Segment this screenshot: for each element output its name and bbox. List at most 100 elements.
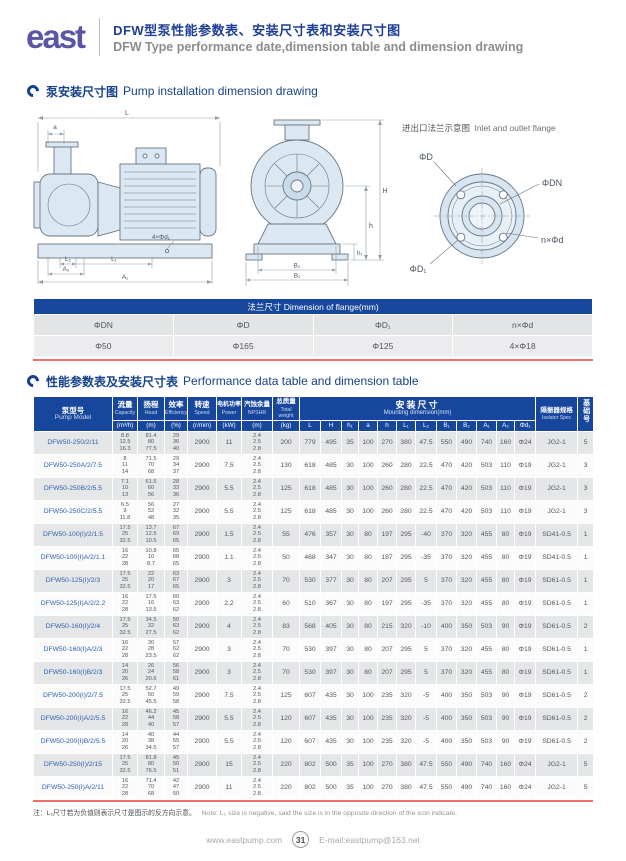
dim-label-a: a xyxy=(53,124,57,131)
data-cell: 120 xyxy=(272,706,300,731)
data-cell: 320 xyxy=(456,568,477,593)
note-cn: 注：L₂尺寸若为负值则表示尺寸是图示的反方向示意。 xyxy=(33,809,196,817)
data-cell: 320 xyxy=(456,660,477,685)
data-cell: 30 xyxy=(341,614,359,639)
mounting-col-letter: L₁ xyxy=(396,419,416,432)
pump-model-cell: DFW50-250/2/11 xyxy=(33,430,113,455)
col-header-head: 扬程 Head xyxy=(137,396,165,421)
data-cell: JG2-1 xyxy=(535,499,579,524)
data-cell: 17.5 25 32.5 xyxy=(112,568,138,593)
data-cell: SD61-0.5 xyxy=(535,591,579,616)
base-number-cn: 基础号 xyxy=(582,399,590,424)
data-cell: 1 xyxy=(577,637,595,662)
data-cell: 455 xyxy=(476,522,497,547)
page-number-badge: 31 xyxy=(292,831,310,848)
unit-cell: (r/min) xyxy=(187,419,217,432)
data-cell: 56 58 61 xyxy=(164,660,188,685)
data-cell: 207 xyxy=(377,660,397,685)
data-cell: 530 xyxy=(299,568,321,593)
data-cell: 46.2 44 40 xyxy=(137,706,165,731)
data-cell: 435 xyxy=(320,729,342,754)
data-cell: 14 20 26 xyxy=(112,729,138,754)
data-cell: 470 xyxy=(436,476,457,501)
data-cell: 270 xyxy=(377,430,397,455)
data-cell: 50 63 62 xyxy=(164,614,188,639)
col-header-efficiency: 效率 Efficiency xyxy=(164,396,188,421)
data-cell: 80 xyxy=(358,522,378,547)
data-cell: 125 xyxy=(272,476,300,501)
pump-model-cell: DFW50-250B/2/5.5 xyxy=(33,476,113,501)
data-cell: 30 xyxy=(341,683,359,708)
data-cell: Φ19 xyxy=(513,591,537,616)
pump-model-cell: DFW50-250A/2/7.5 xyxy=(33,453,113,478)
flange-schematic-title: 进出口法兰示意图 Inlet and outlet flange xyxy=(402,118,612,136)
unit-cell: (%) xyxy=(164,419,188,432)
data-cell: 802 xyxy=(299,775,321,800)
power-en: Power xyxy=(221,409,237,416)
section-performance-table-heading: 性能参数表及安装尺寸表 Performance data table and d… xyxy=(24,372,626,390)
col-header-mounting: 安装尺寸 Mounting dimension(mm) xyxy=(298,396,537,421)
data-cell: 29 36 40 xyxy=(164,430,188,455)
data-cell: 16 22 28 xyxy=(112,545,138,570)
data-cell: 370 xyxy=(436,637,457,662)
data-cell: 3 xyxy=(216,568,242,593)
data-cell: 17.5 25 32.5 xyxy=(112,683,138,708)
flange-value-cell: Φ165 xyxy=(173,336,313,356)
data-cell: 2.4 2.5 2.8 xyxy=(241,476,273,501)
data-cell: 455 xyxy=(476,660,497,685)
data-cell: 2900 xyxy=(187,752,217,777)
mounting-col-letter: a xyxy=(358,419,378,432)
data-cell: 550 xyxy=(436,752,457,777)
data-cell: 397 xyxy=(320,637,342,662)
weight-cn: 总质量 xyxy=(276,398,296,405)
data-cell: 280 xyxy=(396,453,416,478)
data-cell: -35 xyxy=(415,591,437,616)
flange-table-header-row: ΦDN ΦD ΦD₁ n×Φd xyxy=(34,315,592,335)
table-row: DFW50-200(I)/2/7.5 17.5 25 32.5 52.7 50 45.5 49… xyxy=(33,683,595,708)
data-cell: 530 xyxy=(299,637,321,662)
data-cell: 295 xyxy=(396,637,416,662)
data-cell: JG2-1 xyxy=(535,453,579,478)
data-cell: 125 xyxy=(272,683,300,708)
table-row: DFW50-160(I)B/2/3 14 20 26 26 24 20.6 56 58 61 290… xyxy=(33,660,595,685)
data-cell: 435 xyxy=(320,683,342,708)
dim-label-h: h xyxy=(369,223,373,230)
flange-title-cn: 进出口法兰示意图 xyxy=(402,123,471,133)
data-cell: 5 xyxy=(415,637,437,662)
data-cell: 500 xyxy=(320,752,342,777)
pump-model-cell: DFW50-250(I)A/2/11 xyxy=(33,775,113,800)
data-cell: 80 xyxy=(358,614,378,639)
data-cell: 30 xyxy=(341,706,359,731)
data-cell: 2900 xyxy=(187,499,217,524)
power-cn: 电机功率 xyxy=(217,402,242,408)
data-cell: 50 xyxy=(272,545,300,570)
data-cell: 80 xyxy=(358,660,378,685)
data-cell: 130 xyxy=(272,453,300,478)
mounting-col-letter: h xyxy=(377,419,397,432)
data-cell: 35 xyxy=(341,430,359,455)
dim-label-B1: B₁ xyxy=(294,273,300,280)
east-c-mark-icon xyxy=(24,82,42,100)
data-cell: 235 xyxy=(377,729,397,754)
data-cell: 270 xyxy=(377,752,397,777)
data-cell: 13.7 12.5 10.5 xyxy=(137,522,165,547)
note-en: Note: L₂ size is negative, said the size… xyxy=(201,809,458,817)
data-cell: 320 xyxy=(396,729,416,754)
flange-label-phiD1: ΦD₁ xyxy=(410,264,427,274)
data-cell: 80 xyxy=(358,591,378,616)
data-cell: 90 xyxy=(496,706,515,731)
data-cell: 490 xyxy=(456,752,477,777)
mounting-cn: 安装尺寸 xyxy=(395,399,440,410)
data-cell: 17.5 25 32.5 xyxy=(112,614,138,639)
data-cell: 350 xyxy=(456,614,477,639)
flange-header-cell: ΦD xyxy=(173,315,313,335)
data-cell: 100 xyxy=(358,430,378,455)
data-cell: 5 xyxy=(577,775,595,800)
data-cell: Φ19 xyxy=(513,453,537,478)
data-cell: 2.4 2.5 2.8 xyxy=(241,545,273,570)
speed-cn: 转速 xyxy=(194,400,210,409)
col-header-pump-model: 泵型号 Pump Model xyxy=(33,396,113,432)
data-cell: 17.5 25 32.5 xyxy=(112,522,138,547)
data-cell: 3 xyxy=(216,637,242,662)
data-cell: 2.4 2.5 2.8 xyxy=(241,614,273,639)
